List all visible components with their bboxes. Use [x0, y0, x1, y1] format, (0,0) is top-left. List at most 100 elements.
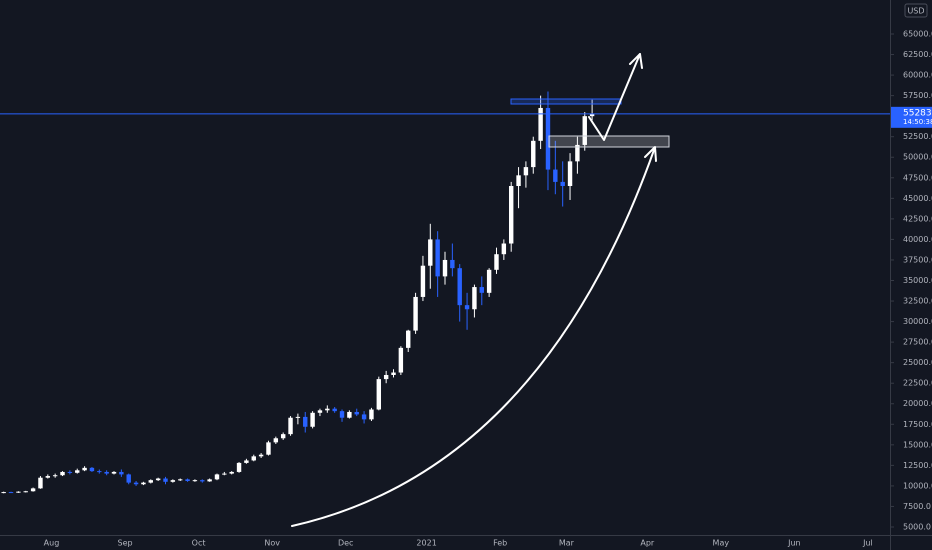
y-tick-label: 42500.0	[903, 214, 932, 223]
candle-body	[420, 265, 426, 297]
y-tick-label: 12500.0	[903, 461, 932, 470]
candle-body	[280, 434, 286, 439]
candle-body	[119, 471, 124, 475]
candle-body	[38, 477, 43, 489]
resistance-zone	[510, 98, 622, 105]
candle-body	[398, 347, 404, 373]
candle-body	[141, 482, 146, 485]
candle-body	[494, 254, 499, 270]
x-tick-label: Jun	[787, 539, 801, 548]
candle-body	[413, 296, 418, 331]
y-tick-label: 50000.0	[903, 153, 932, 162]
candle-body	[266, 442, 271, 455]
y-tick-label: 65000.0	[903, 30, 932, 39]
candle-body	[45, 476, 51, 478]
candle-body	[464, 305, 470, 310]
x-tick-label: Oct	[192, 539, 206, 548]
candle-body	[163, 478, 168, 482]
y-tick-label: 25000.0	[903, 358, 932, 367]
y-tick-label: 15000.0	[903, 440, 932, 449]
candle-body	[222, 473, 227, 475]
x-tick-label: May	[713, 539, 730, 548]
candle-body	[236, 462, 242, 472]
candle-body	[508, 186, 514, 244]
y-tick-label: 52500.0	[903, 132, 932, 141]
y-tick-label: 37500.0	[903, 255, 932, 264]
candle-body	[288, 417, 293, 435]
countdown: 14:50:38	[903, 118, 932, 126]
y-tick-label: 45000.0	[903, 194, 932, 203]
candle-body	[545, 107, 551, 170]
candle-body	[523, 167, 529, 176]
x-tick-label: Apr	[640, 539, 655, 548]
candle-body	[178, 479, 183, 481]
y-tick-label: 20000.0	[903, 399, 932, 408]
y-tick-label: 22500.0	[903, 379, 932, 388]
candle-body	[531, 140, 536, 168]
candle-body	[457, 268, 462, 306]
candle-body	[538, 107, 543, 141]
candle-body	[347, 411, 352, 418]
y-tick-label: 10000.0	[903, 481, 932, 490]
candle-body	[133, 482, 139, 485]
y-tick-label: 57500.0	[903, 91, 932, 100]
candle-body	[244, 460, 249, 463]
currency-box	[904, 3, 928, 18]
candle-body	[582, 116, 587, 145]
candle-body	[207, 479, 212, 482]
candle-body	[214, 474, 220, 480]
x-tick-label: Feb	[493, 539, 507, 548]
candle-body	[325, 408, 330, 411]
candle-body	[486, 269, 492, 293]
candle-body	[126, 474, 131, 483]
curve-arrow-head	[644, 146, 657, 162]
candle-body	[383, 374, 389, 380]
candle-body	[310, 412, 315, 427]
candle-body	[428, 239, 433, 266]
candle-body	[406, 330, 411, 348]
candle-body	[200, 480, 205, 482]
candle-body	[553, 169, 558, 182]
candle-body	[273, 438, 279, 443]
arrow-head	[629, 53, 643, 69]
candle-body	[516, 175, 521, 187]
candle-body	[450, 259, 455, 269]
candle-body	[339, 411, 345, 418]
candle-body	[575, 144, 580, 162]
x-tick-label: Mar	[559, 539, 575, 548]
y-tick-label: 47500.0	[903, 173, 932, 182]
x-tick-label: 2021	[416, 539, 436, 548]
candles	[0, 91, 890, 494]
y-tick-label: 60000.0	[903, 71, 932, 80]
arrows	[291, 53, 657, 527]
candle-body	[501, 243, 507, 255]
candle-body	[295, 416, 301, 418]
y-tick-label: 7500.0	[903, 502, 931, 511]
y-tick-label: 30000.0	[903, 317, 932, 326]
candle-body	[192, 480, 198, 482]
y-tick-label: 62500.0	[903, 50, 932, 59]
candle-body	[376, 379, 382, 410]
y-tick-label: 27500.0	[903, 338, 932, 347]
y-tick-label: 35000.0	[903, 276, 932, 285]
candle-body	[332, 408, 337, 412]
candle-body	[111, 471, 117, 474]
x-tick-label: Nov	[264, 539, 280, 548]
candle-body	[52, 475, 58, 477]
x-tick-label: Jul	[862, 539, 873, 548]
y-tick-label: 32500.0	[903, 297, 932, 306]
candle-body	[560, 181, 565, 187]
curve-arrow	[291, 149, 655, 527]
projection-arrow	[588, 53, 641, 141]
candle-body	[170, 480, 176, 482]
candle-body	[472, 287, 477, 310]
candle-body	[303, 416, 308, 427]
candle-body	[30, 488, 36, 492]
candle-body	[155, 478, 161, 481]
candle-body	[16, 491, 21, 493]
candle-body	[185, 479, 190, 481]
candle-body	[442, 259, 448, 277]
